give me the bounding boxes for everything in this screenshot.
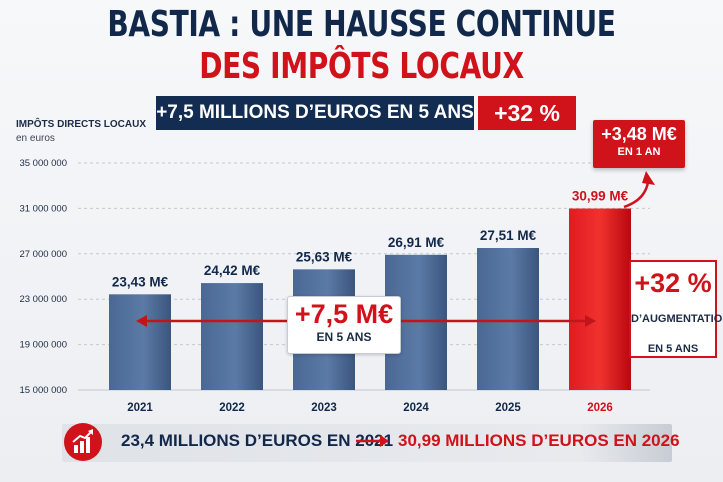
curved-arrow-line	[623, 181, 650, 209]
five-year-increase-label: EN 5 ANS	[316, 330, 372, 344]
arrow-right-icon	[585, 315, 596, 327]
yearly-increase-callout: +3,48 M€ EN 1 AN	[593, 120, 685, 168]
bar	[201, 283, 263, 390]
y-tick-label: 27 000 000	[19, 249, 67, 260]
five-year-increase-value: +7,5 M€	[294, 299, 394, 329]
bar	[109, 294, 171, 390]
bottom-summary-bar	[62, 424, 672, 462]
bar	[569, 208, 631, 390]
chart-subtitle: en euros	[16, 133, 55, 144]
x-tick-label: 2021	[127, 402, 153, 414]
bar-value-label: 26,91 M€	[388, 235, 445, 250]
y-tick-label: 23 000 000	[19, 294, 67, 305]
x-tick-label: 2022	[219, 402, 245, 414]
y-tick-label: 15 000 000	[19, 385, 67, 396]
percent-increase-label-2: EN 5 ANS	[647, 343, 699, 355]
bar-value-label: 25,63 M€	[296, 249, 353, 264]
bottom-end-value: 30,99 MILLIONS D’EUROS EN 2026	[398, 431, 680, 450]
bar-value-label: 30,99 M€	[572, 189, 629, 204]
y-tick-label: 35 000 000	[19, 158, 67, 169]
y-tick-label: 19 000 000	[19, 340, 67, 351]
percent-increase-value: +32 %	[634, 268, 712, 298]
x-tick-label: 2025	[495, 402, 521, 414]
x-tick-label: 2026	[587, 402, 613, 414]
percent-increase-callout: +32 % D’AUGMENTATION EN 5 ANS	[629, 260, 723, 358]
percent-increase-label-1: D’AUGMENTATION	[631, 313, 723, 325]
y-tick-label: 31 000 000	[19, 203, 67, 214]
chart-title: IMPÔTS DIRECTS LOCAUX	[16, 119, 147, 130]
headline-line-1: BASTIA : UNE HAUSSE CONTINUE	[107, 4, 616, 45]
curved-arrow-head-icon	[642, 171, 655, 185]
x-tick-label: 2023	[311, 402, 337, 414]
summary-banner: +7,5 MILLIONS D’EUROS EN 5 ANS	[156, 96, 474, 130]
growth-chart-icon	[64, 423, 102, 461]
five-year-increase-callout: +7,5 M€ EN 5 ANS	[287, 296, 401, 354]
yearly-increase-value: +3,48 M€	[601, 124, 677, 144]
yearly-increase-label: EN 1 AN	[617, 146, 661, 158]
bar	[477, 248, 539, 390]
arrow-left-icon	[136, 315, 147, 327]
percent-banner: +32 %	[478, 96, 576, 130]
bar-value-label: 23,43 M€	[112, 274, 169, 289]
bar-value-label: 24,42 M€	[204, 263, 261, 278]
arrow-right-icon	[356, 435, 389, 447]
bar-value-label: 27,51 M€	[480, 228, 537, 243]
x-tick-label: 2024	[403, 402, 429, 414]
headline-line-2: DES IMPÔTS LOCAUX	[199, 46, 524, 87]
bottom-start-value: 23,4 MILLIONS D’EUROS EN 2021	[121, 431, 394, 450]
